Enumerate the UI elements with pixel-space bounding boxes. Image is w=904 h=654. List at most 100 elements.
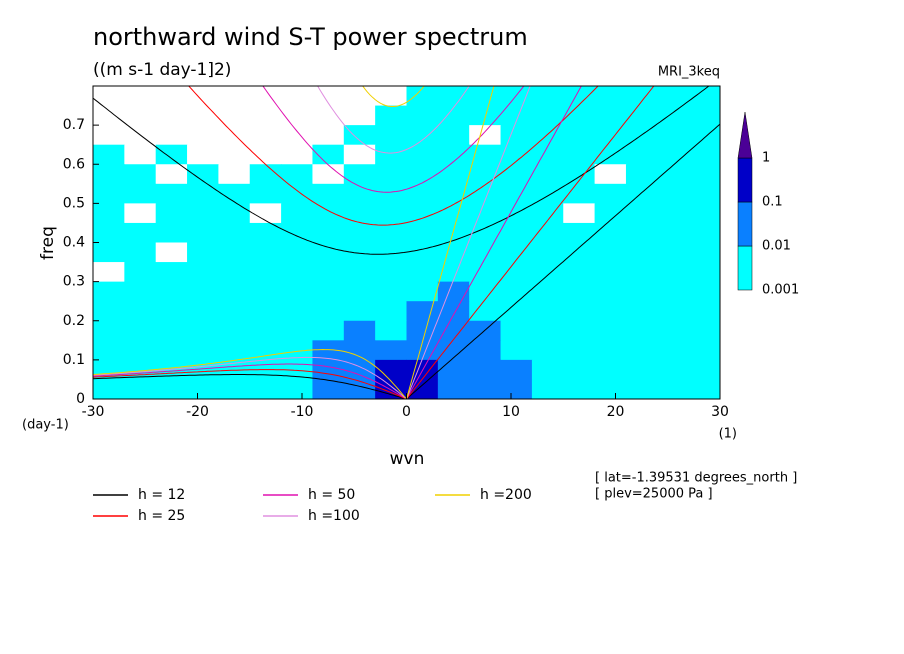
- field-cell: [688, 301, 720, 322]
- field-cell: [187, 105, 219, 126]
- legend-label: h = 25: [138, 508, 185, 524]
- field-cell: [249, 183, 282, 204]
- field-cell: [281, 125, 313, 146]
- field-cell: [281, 164, 313, 185]
- field-cell: [500, 183, 533, 204]
- field-cell: [312, 379, 345, 399]
- field-cell: [93, 183, 125, 204]
- field-cell: [249, 379, 282, 399]
- field-cell: [437, 203, 470, 224]
- x-tick-label: -10: [291, 404, 314, 420]
- x-tick-label: 30: [711, 404, 729, 420]
- field-cell: [343, 144, 376, 165]
- field-cell: [375, 340, 407, 361]
- field-cell: [93, 262, 125, 283]
- field-cell: [343, 203, 376, 224]
- field-cell: [249, 242, 282, 263]
- field-cell: [93, 379, 125, 399]
- field-cell: [437, 320, 470, 341]
- field-cell: [469, 340, 502, 361]
- x-tick-label: 0: [402, 404, 411, 420]
- field-cell: [594, 144, 627, 165]
- field-cell: [93, 301, 125, 322]
- field-cell: [155, 262, 188, 283]
- field-cell: [469, 242, 502, 263]
- field-cell: [500, 340, 533, 361]
- field-cell: [187, 164, 219, 185]
- field-cell: [469, 262, 502, 283]
- field-cell: [563, 262, 596, 283]
- field-cell: [281, 222, 313, 243]
- dispersion-curve: [188, 86, 599, 226]
- x-axis-label: wvn: [390, 449, 425, 469]
- field-cell: [218, 242, 251, 263]
- field-cell: [437, 340, 470, 361]
- field-cell: [688, 262, 720, 283]
- field-cell: [187, 183, 219, 204]
- colorbar-box: [737, 201, 753, 247]
- field-cell: [563, 281, 596, 302]
- field-cell: [625, 144, 658, 165]
- field-cell: [531, 183, 564, 204]
- colorbar-label: 1: [762, 151, 770, 166]
- field-cell: [187, 262, 219, 283]
- field-cell: [93, 281, 125, 302]
- field-cell: [437, 242, 470, 263]
- dispersion-curve: [406, 86, 531, 399]
- field-cell: [218, 86, 251, 107]
- field-cell: [343, 281, 376, 302]
- field-cell: [281, 281, 313, 302]
- field-cell: [531, 320, 564, 341]
- field-cell: [124, 340, 157, 361]
- field-cell: [594, 164, 627, 185]
- field-cell: [657, 125, 690, 146]
- field-cell: [688, 340, 720, 361]
- y-tick-label: 0.5: [63, 195, 85, 211]
- field-cell: [249, 222, 282, 243]
- field-cell: [406, 301, 439, 322]
- field-cell: [563, 164, 596, 185]
- field-cell: [657, 183, 690, 204]
- field-cell: [531, 359, 564, 380]
- field-cell: [688, 86, 720, 107]
- field-cell: [563, 86, 596, 107]
- field-cell: [93, 86, 125, 107]
- field-cell: [594, 222, 627, 243]
- field-cell: [281, 320, 313, 341]
- field-cell: [594, 203, 627, 224]
- field-cell: [155, 281, 188, 302]
- field-cell: [343, 222, 376, 243]
- field-cell: [312, 262, 345, 283]
- field-cell: [249, 281, 282, 302]
- field-cell: [563, 125, 596, 146]
- y-tick-label: 0.4: [63, 235, 85, 251]
- field-cell: [657, 105, 690, 126]
- field-cell: [563, 359, 596, 380]
- field-cell: [155, 183, 188, 204]
- field-cell: [312, 320, 345, 341]
- dispersion-curve: [93, 374, 407, 399]
- field-cell: [531, 105, 564, 126]
- field-cell: [437, 125, 470, 146]
- field-cell: [218, 203, 251, 224]
- field-cell: [469, 105, 502, 126]
- field-cell: [93, 144, 125, 165]
- dispersion-curve: [406, 123, 720, 399]
- field-cell: [657, 203, 690, 224]
- field-cell: [406, 262, 439, 283]
- field-cell: [312, 203, 345, 224]
- subtitle: ((m s-1 day-1]2): [93, 60, 231, 80]
- field-cell: [124, 281, 157, 302]
- field-cell: [218, 301, 251, 322]
- field-cell: [155, 105, 188, 126]
- field-cell: [625, 359, 658, 380]
- x-tick-label: 20: [607, 404, 625, 420]
- field-cell: [249, 340, 282, 361]
- field-cell: [688, 222, 720, 243]
- dispersion-curve: [93, 356, 407, 399]
- field-cell: [93, 164, 125, 185]
- field-cell: [625, 242, 658, 263]
- field-cell: [563, 320, 596, 341]
- colorbar-label: 0.1: [762, 195, 783, 210]
- field-cell: [625, 203, 658, 224]
